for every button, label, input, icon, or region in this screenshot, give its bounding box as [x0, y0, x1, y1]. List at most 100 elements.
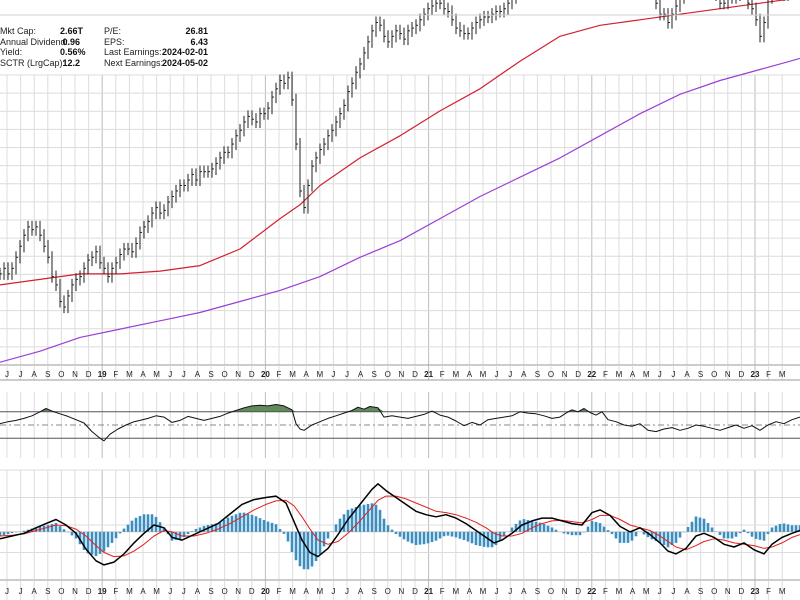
month-label: A: [521, 370, 527, 379]
month-label: N: [399, 370, 405, 379]
macd-histogram-bar: [342, 514, 346, 532]
macd-histogram-bar: [694, 516, 698, 532]
macd-histogram-bar: [58, 526, 62, 532]
bottom-month-label: S: [372, 587, 377, 596]
month-label: A: [358, 370, 364, 379]
macd-histogram-bar: [426, 531, 430, 544]
macd-histogram-bar: [362, 504, 366, 532]
macd-histogram-bar: [598, 523, 602, 532]
macd-histogram-bar: [482, 531, 486, 547]
month-label: 21: [424, 370, 433, 379]
macd-histogram-bar: [422, 531, 426, 545]
macd-histogram-bar: [490, 531, 494, 548]
macd-histogram-bar: [562, 531, 566, 534]
macd-histogram-bar: [254, 516, 258, 532]
macd-histogram-bar: [758, 531, 762, 540]
bottom-month-label: J: [5, 587, 9, 596]
macd-histogram-bar: [590, 520, 594, 532]
month-label: O: [548, 370, 554, 379]
macd-histogram-bar: [542, 523, 546, 532]
macd-histogram-bar: [734, 531, 738, 537]
macd-histogram-bar: [298, 531, 302, 567]
month-label: J: [658, 370, 662, 379]
month-label: J: [495, 370, 499, 379]
macd-histogram-bar: [86, 531, 90, 554]
month-label: A: [195, 370, 201, 379]
macd-histogram-bar: [450, 531, 454, 537]
signal-line: [0, 495, 800, 558]
macd-histogram-bar: [366, 504, 370, 532]
stat-last-earnings: Last Earnings: 2024-02-01: [104, 47, 208, 57]
macd-histogram-bar: [122, 528, 126, 532]
price-panel: [0, 0, 800, 366]
stat-yield: Yield: 0.56%: [0, 47, 86, 57]
macd-histogram-bar: [214, 523, 218, 532]
month-label: M: [316, 370, 323, 379]
macd-histogram-bar: [0, 531, 2, 537]
macd-histogram-bar: [114, 531, 118, 539]
bottom-month-label: J: [658, 587, 662, 596]
month-label: S: [208, 370, 213, 379]
macd-histogram-bar: [286, 531, 290, 542]
macd-histogram-bar: [666, 531, 670, 548]
month-label: F: [113, 370, 118, 379]
bottom-month-label: F: [603, 587, 608, 596]
macd-histogram-bar: [586, 526, 590, 532]
month-label: S: [535, 370, 540, 379]
macd-histogram-bar: [646, 531, 650, 538]
month-label: J: [168, 370, 172, 379]
macd-histogram-bar: [314, 531, 318, 562]
macd-histogram-bar: [678, 531, 682, 538]
bottom-month-label: A: [521, 587, 527, 596]
bottom-month-label: O: [221, 587, 227, 596]
bottom-month-label: S: [45, 587, 50, 596]
month-label: O: [711, 370, 717, 379]
macd-histogram-bar: [194, 528, 198, 532]
macd-histogram-bar: [290, 531, 294, 552]
macd-histogram-bar: [658, 531, 662, 543]
macd-histogram-bar: [202, 526, 206, 532]
bottom-month-label: J: [168, 587, 172, 596]
macd-histogram-bar: [322, 531, 326, 547]
macd-histogram-bar: [686, 527, 690, 532]
macd-histogram-bar: [798, 525, 800, 532]
overbought-fill: [40, 404, 590, 412]
stat-sctr: SCTR (LrgCap): 12.2: [0, 57, 80, 68]
macd-histogram-bar: [22, 530, 26, 532]
month-label: 22: [587, 370, 596, 379]
macd-histogram-bar: [550, 527, 554, 532]
month-label: A: [140, 370, 146, 379]
macd-histogram-bar: [474, 531, 478, 546]
macd-histogram-bar: [742, 529, 746, 532]
macd-histogram-bar: [238, 512, 242, 532]
bottom-month-label: M: [452, 587, 459, 596]
bottom-month-label: F: [440, 587, 445, 596]
macd-histogram-bar: [2, 531, 6, 536]
bottom-month-label: A: [630, 587, 636, 596]
macd-histogram-bar: [626, 531, 630, 543]
macd-histogram-bar: [754, 531, 758, 539]
macd-histogram-bar: [718, 531, 722, 535]
macd-histogram-bar: [130, 520, 134, 532]
macd-histogram-bar: [262, 519, 266, 532]
bottom-month-label: J: [508, 587, 512, 596]
macd-histogram-bar: [126, 524, 130, 532]
macd-histogram-bar: [602, 526, 606, 532]
macd-histogram-bar: [578, 531, 582, 536]
bottom-month-label: D: [739, 587, 745, 596]
macd-histogram-bar: [138, 516, 142, 532]
macd-histogram-bar: [118, 531, 122, 534]
month-label: J: [182, 370, 186, 379]
macd-histogram-bar: [318, 531, 322, 555]
bottom-month-label: M: [316, 587, 323, 596]
bottom-month-label: J: [495, 587, 499, 596]
bottom-month-label: 20: [261, 587, 270, 596]
month-label: J: [19, 370, 23, 379]
macd-histogram-bar: [570, 531, 574, 536]
bottom-month-label: A: [684, 587, 690, 596]
month-label: F: [277, 370, 282, 379]
macd-histogram-bar: [6, 531, 10, 535]
bottom-month-label: J: [19, 587, 23, 596]
macd-histogram-bar: [146, 514, 150, 532]
macd-histogram-bar: [210, 524, 214, 532]
